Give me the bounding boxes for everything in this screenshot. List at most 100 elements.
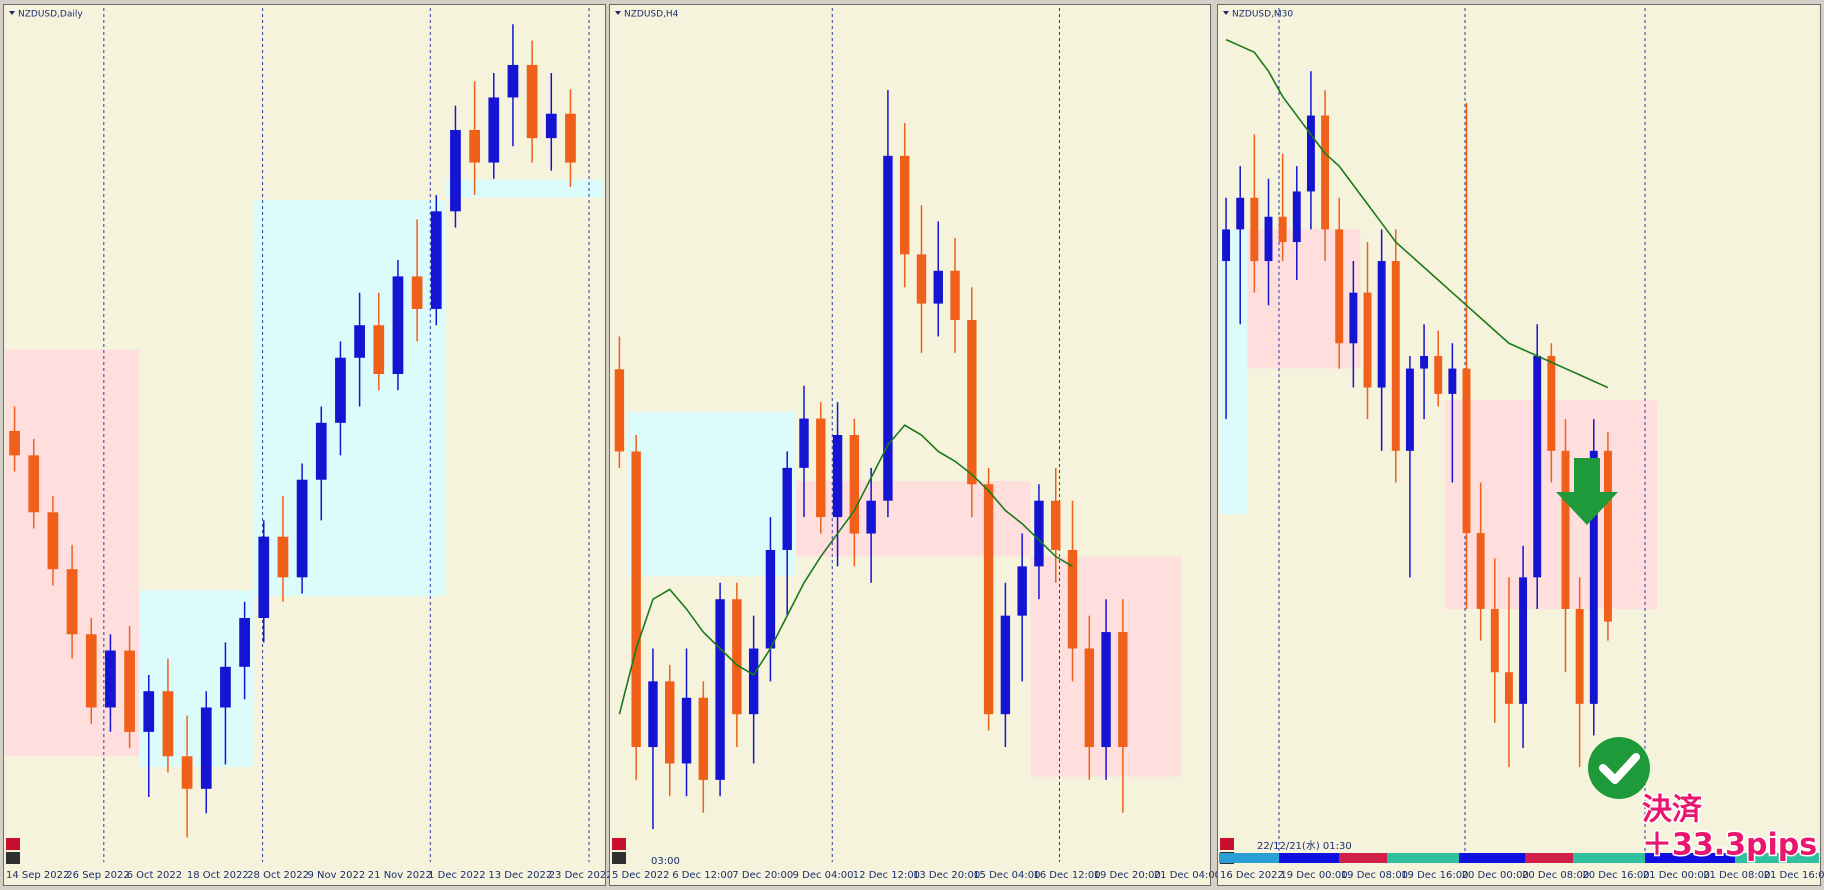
panel-border	[1217, 4, 1821, 886]
candle-body	[1222, 229, 1231, 262]
candle-body	[614, 369, 625, 452]
candle-body	[488, 97, 500, 163]
panel-title: NZDUSD,Daily	[18, 10, 83, 20]
candle-body	[1476, 533, 1485, 609]
x-tick-label: 9 Dec 04:00	[793, 870, 854, 881]
candle-body	[28, 455, 40, 513]
candle-body	[967, 320, 977, 485]
x-tick-label: 6 Dec 12:00	[672, 870, 733, 881]
candle-body	[866, 500, 876, 534]
candle-body	[681, 697, 692, 764]
x-tick-label: 13 Dec 20:00	[913, 870, 980, 881]
x-tick-label: 16 Dec 12:00	[1033, 870, 1100, 881]
candle-body	[373, 325, 385, 374]
candle-body	[1363, 292, 1372, 388]
candle-body	[1405, 368, 1414, 451]
candle-body	[66, 569, 78, 635]
x-tick-label: 9 Nov 2022	[308, 870, 366, 881]
candle-body	[354, 325, 365, 358]
candle-body	[105, 650, 116, 708]
candle-body	[565, 113, 576, 163]
moving-average	[618, 424, 1073, 715]
session-bar	[1573, 853, 1645, 863]
candle-body	[124, 650, 135, 732]
candle-body	[258, 536, 270, 618]
candle-body	[1377, 261, 1386, 388]
zone	[795, 480, 1031, 557]
x-tick-label: 26 Sep 2022	[66, 870, 129, 881]
session-bar	[1735, 853, 1819, 863]
menu-triangle	[615, 11, 621, 15]
chart-panel: 5 Dec 2022 6 Dec 12:00 7 Dec 20:00 9 Dec 04…	[609, 4, 1221, 886]
session-bar	[1645, 853, 1735, 863]
candle-body	[732, 599, 742, 715]
candle-body	[162, 691, 174, 757]
candle-body	[296, 479, 308, 578]
x-tick-label: 16 Dec 2022	[1220, 870, 1284, 881]
candle-body	[765, 549, 776, 649]
candle-body	[832, 435, 843, 518]
panel-button	[1220, 838, 1234, 850]
candle-body	[1519, 577, 1528, 704]
x-tick-label: 21 Dec 04:00	[1154, 870, 1221, 881]
candle-body	[1278, 216, 1287, 243]
candle-body	[1504, 672, 1513, 704]
candle-body	[1321, 115, 1330, 230]
candle-body	[916, 254, 927, 304]
candle-body	[1490, 608, 1499, 673]
candle-body	[1306, 115, 1315, 192]
candle-body	[47, 512, 59, 570]
panel-label: 22/12/21(水) 01:30	[1257, 840, 1352, 852]
panel-button	[612, 852, 626, 864]
candle-body	[239, 618, 250, 667]
session-bar	[1525, 853, 1573, 863]
candle-body	[1101, 632, 1111, 748]
candle-body	[665, 681, 675, 764]
x-tick-label: 21 Dec 16:00	[1764, 870, 1824, 881]
zone	[1247, 229, 1361, 369]
x-tick-label: 1 Dec 2022	[428, 870, 486, 881]
candle-body	[950, 270, 960, 321]
candle-body	[526, 64, 538, 139]
candle-body	[9, 430, 20, 456]
candle-body	[899, 155, 910, 255]
x-tick-label: 19 Dec 00:00	[1280, 870, 1347, 881]
x-tick-label: 5 Dec 2022	[612, 870, 670, 881]
candle-body	[335, 357, 346, 423]
candle-body	[648, 681, 658, 748]
x-tick-label: 14 Sep 2022	[6, 870, 69, 881]
zone	[445, 179, 604, 198]
panel-border	[3, 4, 606, 886]
candle-body	[143, 691, 155, 732]
zone	[139, 590, 255, 767]
candle-body	[411, 276, 423, 309]
candle-body	[469, 130, 480, 163]
candle-body	[1533, 355, 1542, 578]
candle-body	[748, 648, 759, 715]
candle-body	[1434, 355, 1443, 394]
panel-title: NZDUSD,M30	[1232, 10, 1293, 20]
overlay-label: 決済	[1642, 793, 1703, 828]
candle-body	[1017, 566, 1027, 616]
candle-body	[277, 536, 289, 578]
candle-body	[181, 756, 193, 789]
x-tick-label: 21 Dec 08:00	[1703, 870, 1770, 881]
moving-average	[1225, 38, 1609, 389]
candle-body	[1547, 355, 1556, 451]
candle-body	[1589, 450, 1598, 704]
panel-button	[6, 852, 20, 864]
panel-border	[609, 4, 1211, 886]
x-tick-label: 21 Dec 00:00	[1643, 870, 1710, 881]
x-tick-label: 21 Nov 2022	[368, 870, 432, 881]
candle-body	[799, 418, 809, 468]
x-tick-label: 20 Dec 00:00	[1462, 870, 1529, 881]
candle-body	[392, 276, 404, 374]
candle-body	[698, 697, 709, 780]
candle-body	[883, 155, 893, 501]
candle-body	[1420, 355, 1429, 369]
x-tick-label: 19 Dec 20:00	[1094, 870, 1161, 881]
candle-body	[1603, 450, 1612, 622]
candle-body	[85, 634, 97, 708]
candle-body	[1264, 216, 1273, 262]
